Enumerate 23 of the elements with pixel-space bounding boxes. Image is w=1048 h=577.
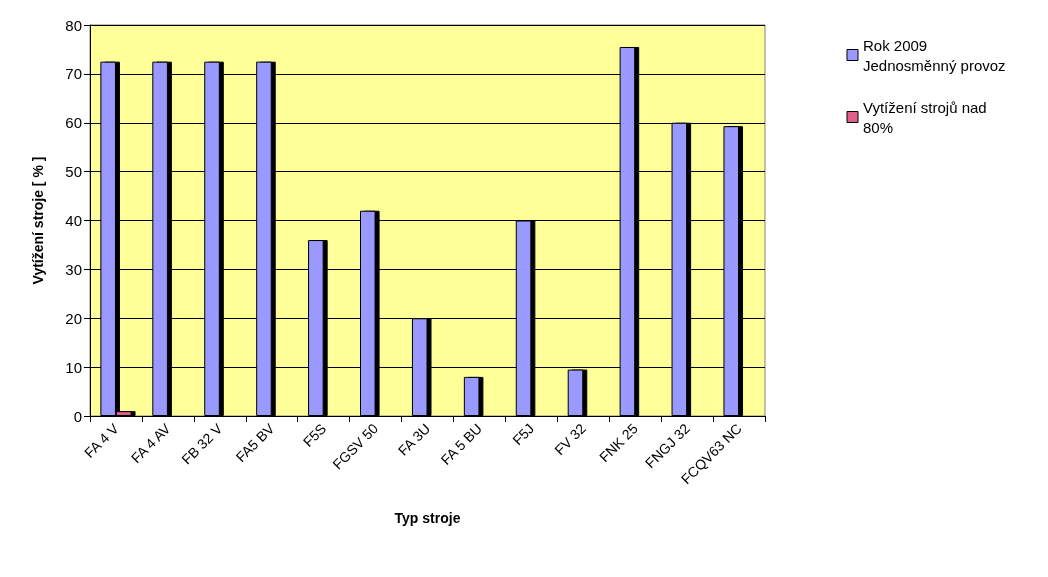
y-tick-label: 40 <box>65 212 82 229</box>
x-tick-label: FA 5 BU <box>437 420 486 468</box>
y-axis-title: Vytížení stroje [ % ] <box>30 156 46 285</box>
y-tick-label: 20 <box>65 309 82 327</box>
legend-label: Vytížení strojů nad 80% <box>863 98 991 136</box>
x-tick-label: FB 32 V <box>178 419 226 468</box>
bar <box>463 376 480 416</box>
y-tick-label: 10 <box>65 358 82 376</box>
x-axis-title: Typ stroje <box>394 510 461 526</box>
y-tick-label: 70 <box>65 65 82 83</box>
y-tick-label: 60 <box>65 114 82 132</box>
y-tick-label: 30 <box>65 260 82 278</box>
x-tick-label: F5J <box>509 420 537 449</box>
y-tick-label: 80 <box>65 16 82 34</box>
x-tick-label: FA 4 AV <box>127 419 175 467</box>
x-tick-label: FA 3U <box>394 420 434 459</box>
x-tick-label: F5S <box>299 420 330 450</box>
x-tick-label: FV 32 <box>551 420 590 459</box>
x-tick-label: FA5 BV <box>232 419 278 466</box>
legend-label: Rok 2009 Jednosměnný provoz <box>863 36 1006 74</box>
x-tick-label: FA 4 V <box>81 419 123 461</box>
y-tick-label: 50 <box>65 163 82 181</box>
y-tick-label: 0 <box>73 407 82 425</box>
